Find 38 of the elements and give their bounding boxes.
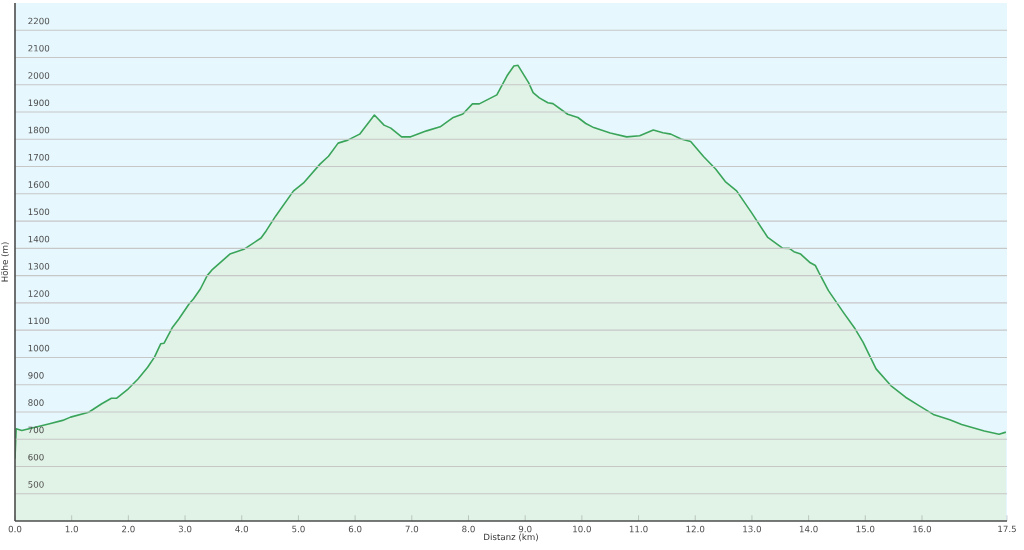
x-tick-label: 2.0 [122,525,135,533]
y-tick-label: 2000 [28,72,50,79]
x-tick-label: 12.0 [686,525,705,533]
y-tick-label: 1900 [28,99,50,107]
x-tick-label: 4.0 [235,525,249,533]
x-tick-label: 9.0 [518,525,532,533]
y-tick-label: 1100 [28,317,50,325]
y-tick-label: 1700 [28,153,50,161]
x-tick-label: 1.0 [65,525,78,533]
x-tick-label: 7.0 [405,525,419,533]
y-axis-title: Höhe (m) [1,242,9,282]
x-tick-label: 6.0 [348,525,362,533]
x-tick-label: 15.0 [856,525,875,533]
x-tick-label: 17.5 [998,525,1016,533]
x-tick-label: 14.0 [799,525,818,533]
x-tick-label: 13.0 [743,525,761,533]
y-tick-label: 600 [28,453,44,461]
y-tick-label: 1000 [28,344,50,352]
y-tick-label: 2200 [28,17,50,25]
y-tick-label: 800 [28,399,44,406]
y-tick-label: 1600 [28,181,50,188]
y-tick-label: 2100 [28,44,50,52]
y-tick-label: 1800 [28,126,50,134]
x-tick-label: 11.0 [629,525,648,533]
x-tick-label: 5.0 [292,525,305,533]
y-tick-label: 1500 [28,208,50,216]
x-tick-label: 3.0 [178,525,192,533]
x-tick-label: 0.0 [8,525,22,533]
y-tick-label: 1400 [28,235,50,243]
x-tick-label: 10.0 [573,525,591,533]
y-tick-label: 1200 [28,290,50,297]
y-tick-label: 1300 [28,263,50,270]
y-tick-label: 900 [28,372,44,379]
y-tick-label: 700 [28,426,44,434]
x-tick-label: 16.0 [913,525,932,533]
x-axis-title: Distanz (km) [484,533,538,542]
y-tick-label: 500 [28,481,44,488]
x-tick-label: 8.0 [462,525,475,533]
